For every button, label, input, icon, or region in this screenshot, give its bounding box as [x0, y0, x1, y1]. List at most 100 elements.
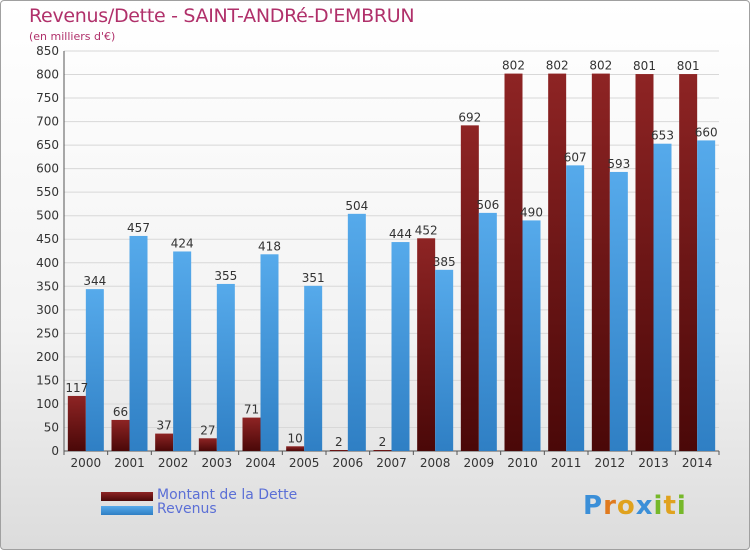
bar-revenus [129, 235, 148, 451]
bar-dette [460, 125, 479, 452]
data-label-revenus: 660 [695, 125, 718, 139]
x-tick-label: 2011 [551, 456, 582, 470]
data-label-dette: 802 [589, 59, 612, 73]
x-tick-label: 2008 [420, 456, 451, 470]
data-label-dette: 27 [200, 423, 215, 437]
bar-revenus [435, 269, 454, 451]
logo-letter: i [676, 491, 687, 521]
x-tick-label: 2005 [289, 456, 320, 470]
logo-letter: P [583, 491, 604, 521]
data-label-revenus: 444 [389, 227, 412, 241]
bar-revenus [347, 213, 366, 451]
y-tick-label: 200 [36, 350, 59, 364]
data-label-dette: 2 [335, 435, 343, 449]
x-tick-label: 2002 [158, 456, 189, 470]
proxiti-logo: Proxiti [583, 491, 687, 521]
data-label-revenus: 593 [607, 157, 630, 171]
data-label-dette: 692 [458, 110, 481, 124]
y-tick-label: 800 [36, 68, 59, 82]
bar-revenus [609, 171, 628, 452]
chart-title: Revenus/Dette - SAINT-ANDRé-D'EMBRUN [29, 5, 415, 27]
bar-dette [679, 74, 698, 451]
data-label-revenus: 504 [345, 199, 368, 213]
legend-label-dette: Montant de la Dette [157, 487, 298, 503]
logo-letter: i [653, 491, 664, 521]
bar-dette [286, 446, 305, 451]
bar-revenus [304, 285, 323, 451]
axes: 0 50 100 150 200 250 300 350 400 450 500 550 600 650 7… [36, 44, 720, 470]
logo-letter: r [603, 491, 617, 521]
bar-revenus [566, 165, 585, 451]
x-tick-label: 2001 [114, 456, 145, 470]
data-label-dette: 71 [244, 403, 259, 417]
data-label-dette: 802 [502, 59, 525, 73]
y-tick-label: 500 [36, 209, 59, 223]
y-tick-label: 700 [36, 115, 59, 129]
data-label-revenus: 385 [433, 255, 456, 269]
x-tick-label: 2013 [638, 456, 669, 470]
bar-dette [504, 73, 523, 452]
y-tick-label: 850 [36, 44, 59, 58]
data-label-dette: 801 [633, 59, 656, 73]
y-tick-label: 650 [36, 138, 59, 152]
x-tick-label: 2004 [245, 456, 276, 470]
logo-letter: o [616, 491, 636, 521]
bar-revenus [260, 254, 279, 451]
y-tick-label: 50 [44, 420, 59, 434]
legend-swatch-dette [101, 492, 153, 501]
y-tick-label: 100 [36, 397, 59, 411]
x-tick-label: 2003 [202, 456, 233, 470]
bar-revenus [653, 143, 672, 452]
bar-revenus [173, 251, 192, 451]
y-tick-label: 550 [36, 185, 59, 199]
bar-dette [198, 438, 217, 451]
data-label-dette: 452 [415, 223, 438, 237]
data-label-dette: 117 [65, 381, 88, 395]
data-label-dette: 10 [288, 431, 303, 445]
x-tick-label: 2010 [507, 456, 538, 470]
y-tick-label: 400 [36, 256, 59, 270]
data-label-revenus: 506 [476, 198, 499, 212]
y-tick-label: 750 [36, 91, 59, 105]
data-label-dette: 801 [677, 59, 700, 73]
bar-dette [329, 450, 348, 451]
y-tick-label: 250 [36, 326, 59, 340]
data-label-dette: 66 [113, 405, 128, 419]
data-label-revenus: 344 [83, 274, 106, 288]
logo-letter: x [635, 491, 654, 521]
data-label-revenus: 457 [127, 221, 150, 235]
bar-dette [242, 417, 261, 451]
legend-label-revenus: Revenus [157, 501, 217, 517]
x-tick-label: 2000 [71, 456, 102, 470]
data-label-revenus: 653 [651, 129, 674, 143]
bar-dette [417, 238, 436, 451]
data-label-revenus: 607 [564, 150, 587, 164]
bar-dette [67, 395, 86, 451]
bar-dette [373, 450, 392, 451]
bar-revenus [391, 242, 410, 451]
bars [67, 73, 716, 452]
y-tick-label: 450 [36, 232, 59, 246]
y-tick-label: 600 [36, 162, 59, 176]
data-label-dette: 802 [546, 59, 569, 73]
data-label-dette: 2 [379, 435, 387, 449]
bar-dette [635, 74, 654, 451]
bar-dette [591, 73, 610, 452]
x-tick-label: 2009 [464, 456, 495, 470]
bar-dette [111, 419, 130, 451]
logo-letter: t [663, 491, 677, 521]
data-label-dette: 37 [157, 419, 172, 433]
chart-subtitle: (en milliers d'€) [29, 30, 116, 43]
bar-dette [548, 73, 567, 452]
bar-revenus [478, 212, 497, 451]
y-tick-label: 0 [51, 444, 59, 458]
x-tick-label: 2012 [595, 456, 626, 470]
y-tick-label: 300 [36, 303, 59, 317]
y-tick-label: 150 [36, 373, 59, 387]
bar-revenus [85, 289, 104, 451]
bar-revenus [697, 140, 716, 452]
bar-revenus [216, 283, 235, 451]
data-label-revenus: 418 [258, 239, 281, 253]
